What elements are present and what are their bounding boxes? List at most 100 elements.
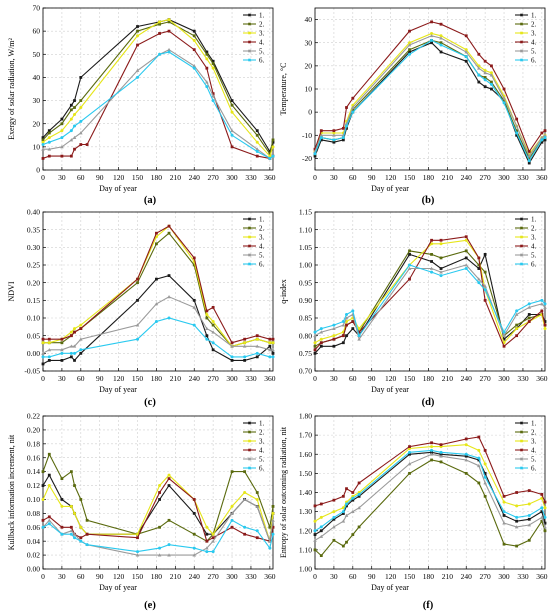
legend-marker (248, 430, 251, 434)
series-line-6 (42, 519, 274, 553)
data-point (439, 36, 443, 40)
series-line-4 (314, 236, 546, 351)
x-axis-label: Day of year (371, 385, 409, 394)
data-point (357, 327, 361, 331)
data-point (332, 510, 336, 514)
data-point (439, 454, 443, 458)
y-tick-label: 0.95 (299, 278, 312, 287)
data-point (439, 267, 443, 270)
data-point (136, 298, 139, 302)
data-point (502, 330, 506, 334)
plot-frame (42, 415, 274, 570)
legend-label: 4. (259, 447, 265, 455)
x-tick-label: 240 (189, 374, 201, 383)
series-6 (41, 316, 275, 359)
y-tick-label: 1.70 (299, 431, 312, 440)
chart-panel-2: 0 30 60 90 120 150 180 210 240 270 300 330 360-20-10… (279, 7, 548, 206)
x-tick-label: 30 (58, 374, 66, 383)
data-point (69, 108, 73, 112)
data-point (268, 525, 272, 529)
data-point (341, 512, 345, 515)
data-point (515, 309, 519, 313)
data-point (313, 548, 317, 552)
data-point (60, 337, 64, 341)
grid (42, 415, 273, 570)
data-point (73, 124, 77, 128)
x-tick-label: 0 (313, 374, 317, 383)
data-point (135, 553, 140, 557)
data-point (489, 82, 493, 86)
x-tick-label: 180 (423, 374, 435, 383)
y-tick-label: 1.00 (299, 565, 312, 574)
series-1 (41, 18, 275, 153)
data-point (429, 33, 434, 38)
grid (314, 8, 545, 170)
data-point (332, 344, 336, 348)
data-point (357, 506, 361, 510)
series-line-5 (43, 49, 274, 160)
x-tick-label: 270 (208, 374, 220, 383)
plot-frame (42, 7, 274, 171)
data-point (73, 112, 77, 116)
data-point (357, 492, 361, 496)
data-point (211, 99, 215, 103)
data-point (192, 38, 196, 42)
data-point (158, 484, 162, 488)
data-point (158, 32, 161, 35)
data-point (313, 348, 317, 352)
data-point (351, 533, 355, 536)
series-5 (313, 33, 547, 158)
data-point (255, 344, 260, 348)
data-point (47, 341, 51, 345)
data-point (332, 138, 336, 142)
x-tick-label: 60 (349, 572, 357, 581)
data-point (341, 138, 345, 142)
data-point (255, 154, 259, 158)
data-point (192, 298, 196, 302)
data-point (407, 266, 412, 270)
x-tick-label: 300 (226, 572, 238, 581)
data-point (502, 99, 506, 102)
data-point (489, 71, 493, 75)
y-tick-label: 1.00 (299, 261, 312, 270)
data-point (477, 267, 481, 270)
x-tick-label: 330 (517, 374, 529, 383)
data-point (483, 462, 487, 466)
data-point (502, 521, 506, 525)
x-tick-label: 120 (385, 572, 397, 581)
series-line-3 (42, 19, 274, 158)
data-point (332, 538, 336, 542)
data-point (60, 359, 64, 362)
legend-label: 2. (259, 429, 265, 437)
x-tick-label: 120 (385, 374, 397, 383)
data-point (543, 138, 547, 142)
data-point (155, 231, 158, 235)
data-point (477, 281, 481, 285)
data-point (69, 154, 73, 158)
data-point (135, 68, 140, 72)
legend-label: 3. (531, 30, 537, 38)
data-point (60, 341, 64, 345)
y-tick-label: 0.90 (299, 296, 312, 305)
data-point (167, 231, 171, 235)
data-point (332, 131, 336, 135)
legend-marker (520, 244, 523, 248)
data-point (439, 43, 443, 47)
data-point (158, 52, 162, 56)
legend-marker (520, 421, 523, 425)
data-point (192, 498, 196, 501)
y-tick-label: 0.80 (299, 331, 312, 340)
data-point (489, 73, 494, 77)
y-tick-label: 0 (36, 166, 40, 175)
y-tick-label: 20 (33, 119, 41, 128)
legend-label: 1. (259, 12, 265, 20)
data-point (527, 157, 531, 160)
data-point (515, 117, 519, 121)
y-tick-label: 1.30 (299, 507, 312, 516)
data-point (464, 249, 468, 253)
data-point (313, 351, 317, 355)
x-tick-label: 0 (41, 572, 45, 581)
legend-marker (248, 226, 251, 230)
data-point (167, 224, 171, 228)
x-tick-label: 330 (245, 572, 257, 581)
